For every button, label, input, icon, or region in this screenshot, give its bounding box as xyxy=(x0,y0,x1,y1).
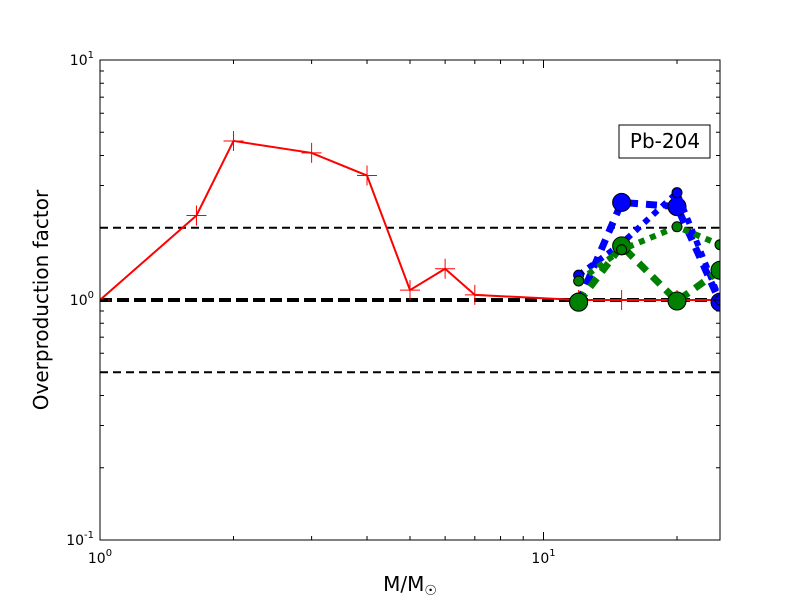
x-tick-label: 100 xyxy=(88,548,112,567)
y-tick-label: 10-1 xyxy=(66,530,94,549)
y-axis-label: Overproduction factor xyxy=(29,189,53,410)
data-point-0 xyxy=(223,130,244,151)
data-point-0 xyxy=(435,258,456,279)
data-point-3 xyxy=(710,260,720,280)
x-axis-label: M/M☉ xyxy=(383,572,437,599)
series-line-4 xyxy=(576,223,720,284)
y-tick-label: 101 xyxy=(70,50,94,69)
data-point-4 xyxy=(671,221,683,233)
data-point-4 xyxy=(573,275,585,287)
series-layer xyxy=(100,130,720,312)
data-point-0 xyxy=(186,205,207,226)
data-point-0 xyxy=(464,284,485,305)
data-point-4 xyxy=(616,244,628,256)
data-point-1 xyxy=(612,192,632,212)
data-point-0 xyxy=(400,280,420,301)
annotation-label: Pb-204 xyxy=(630,129,700,153)
data-point-2 xyxy=(671,187,683,199)
y-tick-label: 100 xyxy=(70,290,94,309)
x-tick-label: 101 xyxy=(531,548,555,567)
data-point-0 xyxy=(357,165,378,186)
series-line-2 xyxy=(576,187,720,302)
data-point-3 xyxy=(569,292,589,312)
annotation-box: Pb-204 xyxy=(618,124,711,159)
series-line-0 xyxy=(100,139,720,301)
data-point-4 xyxy=(714,239,720,251)
data-point-0 xyxy=(301,142,322,163)
ticks xyxy=(99,59,720,541)
data-point-0 xyxy=(611,290,632,310)
series-line-3 xyxy=(575,240,720,306)
data-point-3 xyxy=(667,291,687,311)
